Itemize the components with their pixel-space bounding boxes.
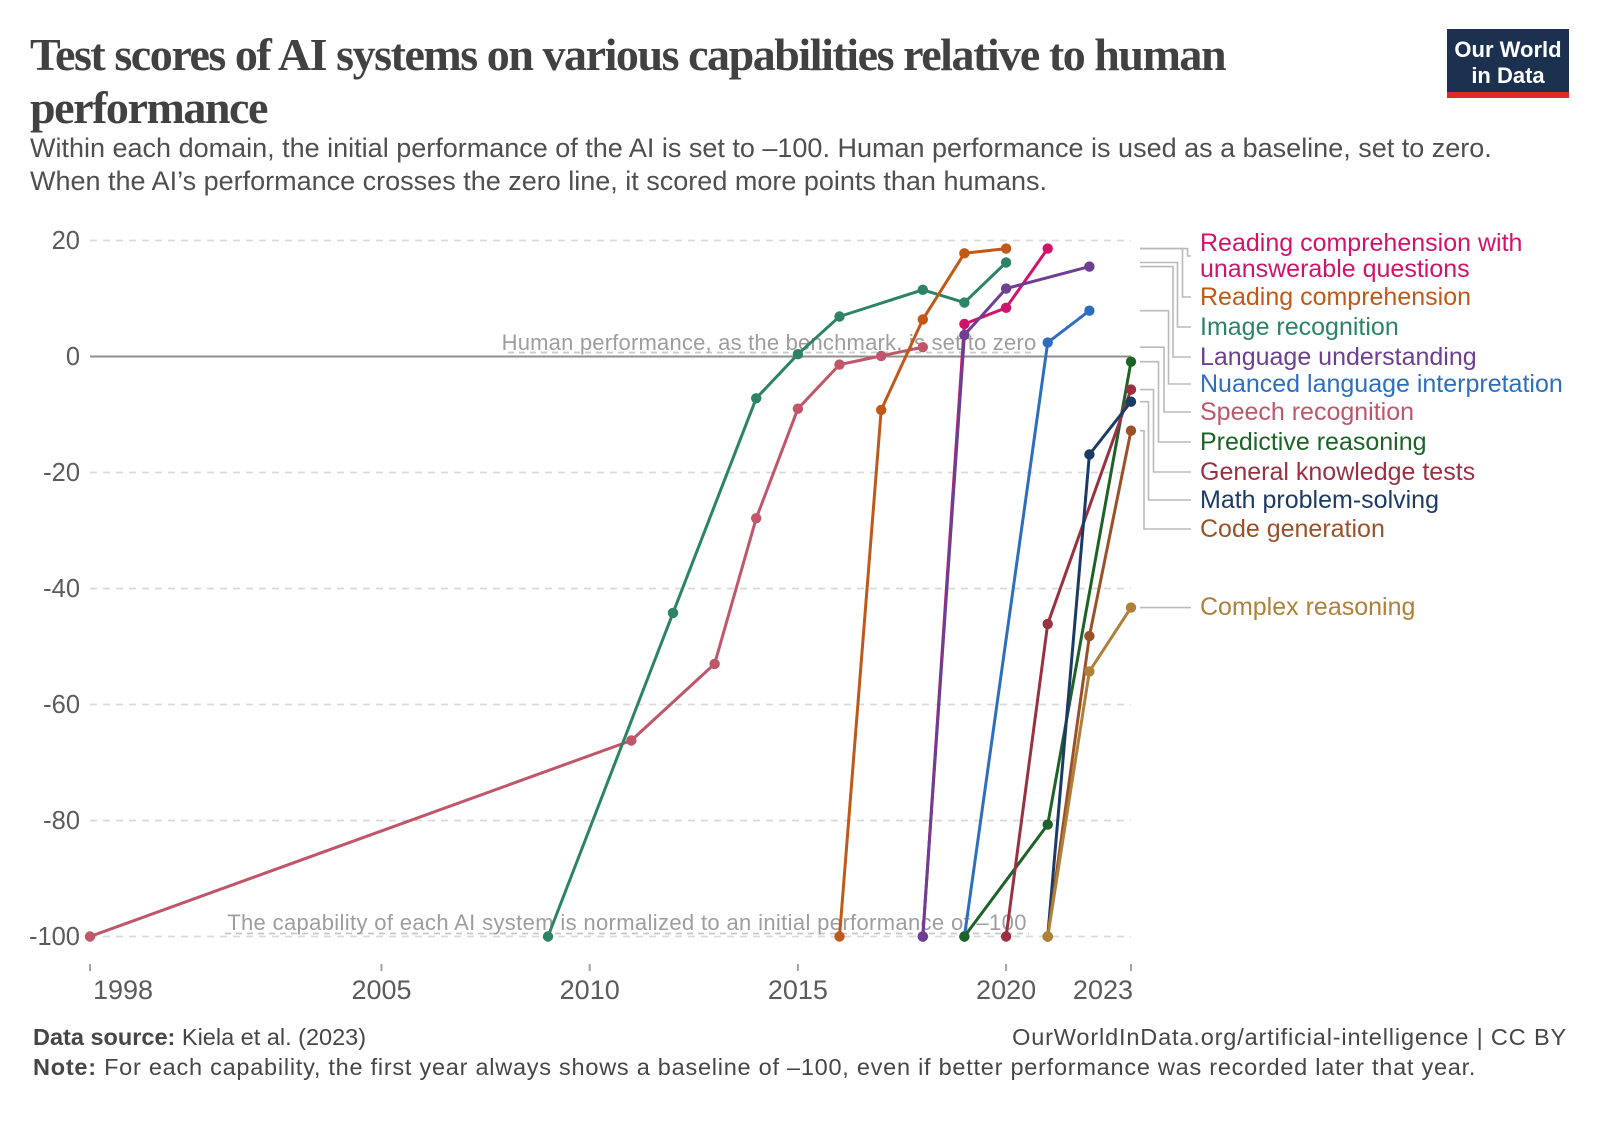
svg-text:-100: -100 [29,923,80,951]
svg-text:Complex reasoning: Complex reasoning [1200,593,1415,621]
svg-text:The capability of each AI syst: The capability of each AI system is norm… [227,910,1027,935]
svg-text:unanswerable questions: unanswerable questions [1200,255,1470,283]
svg-text:Reading comprehension with: Reading comprehension with [1200,229,1522,257]
svg-text:Code generation: Code generation [1200,515,1385,543]
svg-text:2010: 2010 [560,975,620,1005]
svg-text:2020: 2020 [976,975,1036,1005]
svg-text:Reading comprehension: Reading comprehension [1200,283,1471,311]
svg-text:Language understanding: Language understanding [1200,343,1477,371]
svg-text:General knowledge tests: General knowledge tests [1200,458,1475,486]
svg-text:Predictive reasoning: Predictive reasoning [1200,428,1427,456]
svg-text:-20: -20 [43,459,80,487]
svg-text:Speech recognition: Speech recognition [1200,398,1414,426]
svg-text:0: 0 [66,343,80,371]
svg-text:Human performance, as the benc: Human performance, as the benchmark, is … [502,330,1037,355]
svg-text:Image recognition: Image recognition [1200,313,1399,341]
svg-text:2023: 2023 [1073,975,1133,1005]
svg-text:-40: -40 [43,575,80,603]
svg-text:1998: 1998 [93,975,153,1005]
svg-text:2015: 2015 [768,975,828,1005]
svg-text:-60: -60 [43,691,80,719]
svg-text:Math problem-solving: Math problem-solving [1200,486,1439,514]
svg-text:2005: 2005 [351,975,411,1005]
svg-text:Nuanced language interpretatio: Nuanced language interpretation [1200,370,1563,398]
svg-text:-80: -80 [43,807,80,835]
svg-text:20: 20 [52,227,80,255]
